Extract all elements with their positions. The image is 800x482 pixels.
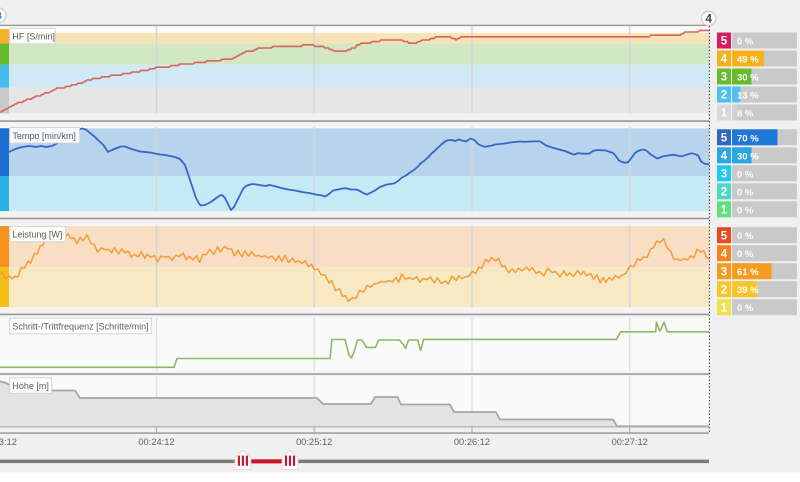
svg-text:0 %: 0 % — [737, 205, 754, 216]
svg-text:00:23:12: 00:23:12 — [0, 437, 17, 447]
svg-text:3: 3 — [721, 266, 727, 278]
svg-text:4: 4 — [721, 248, 728, 260]
svg-text:1: 1 — [721, 205, 728, 217]
svg-text:2: 2 — [721, 90, 727, 102]
svg-text:0 %: 0 % — [737, 231, 754, 242]
svg-text:Höhe [m]: Höhe [m] — [12, 381, 49, 391]
svg-text:0 %: 0 % — [737, 303, 754, 314]
svg-text:4: 4 — [721, 54, 728, 66]
svg-text:2: 2 — [721, 284, 727, 296]
svg-text:61 %: 61 % — [737, 267, 759, 278]
svg-text:3: 3 — [0, 10, 2, 22]
svg-text:5: 5 — [721, 230, 728, 242]
svg-text:5: 5 — [721, 36, 728, 48]
svg-text:00:24:12: 00:24:12 — [138, 437, 174, 447]
svg-text:0 %: 0 % — [737, 37, 754, 48]
svg-text:49 %: 49 % — [737, 55, 759, 66]
svg-text:8 %: 8 % — [737, 109, 754, 120]
svg-text:30 %: 30 % — [737, 73, 759, 84]
svg-text:2: 2 — [721, 187, 727, 199]
svg-text:Leistung [W]: Leistung [W] — [12, 230, 62, 240]
svg-text:0 %: 0 % — [737, 169, 754, 180]
svg-text:0 %: 0 % — [737, 187, 754, 198]
svg-text:13 %: 13 % — [737, 91, 759, 102]
svg-text:39 %: 39 % — [737, 285, 759, 296]
svg-text:3: 3 — [721, 72, 727, 84]
svg-text:Tempo [min/km]: Tempo [min/km] — [12, 131, 76, 141]
svg-text:70 %: 70 % — [737, 133, 759, 144]
svg-text:4: 4 — [705, 14, 712, 26]
svg-text:00:26:12: 00:26:12 — [454, 437, 490, 447]
svg-text:00:25:12: 00:25:12 — [296, 437, 332, 447]
svg-text:5: 5 — [721, 133, 728, 145]
svg-text:HF [S/min]: HF [S/min] — [12, 32, 55, 42]
svg-text:3: 3 — [721, 169, 727, 181]
svg-text:4: 4 — [721, 151, 728, 163]
svg-text:0 %: 0 % — [737, 249, 754, 260]
svg-text:Schritt-/Trittfrequenz [Schrit: Schritt-/Trittfrequenz [Schritte/min] — [12, 322, 148, 332]
svg-text:00:27:12: 00:27:12 — [612, 437, 648, 447]
svg-text:1: 1 — [721, 108, 728, 120]
svg-text:30 %: 30 % — [737, 151, 759, 162]
svg-text:1: 1 — [721, 302, 728, 314]
